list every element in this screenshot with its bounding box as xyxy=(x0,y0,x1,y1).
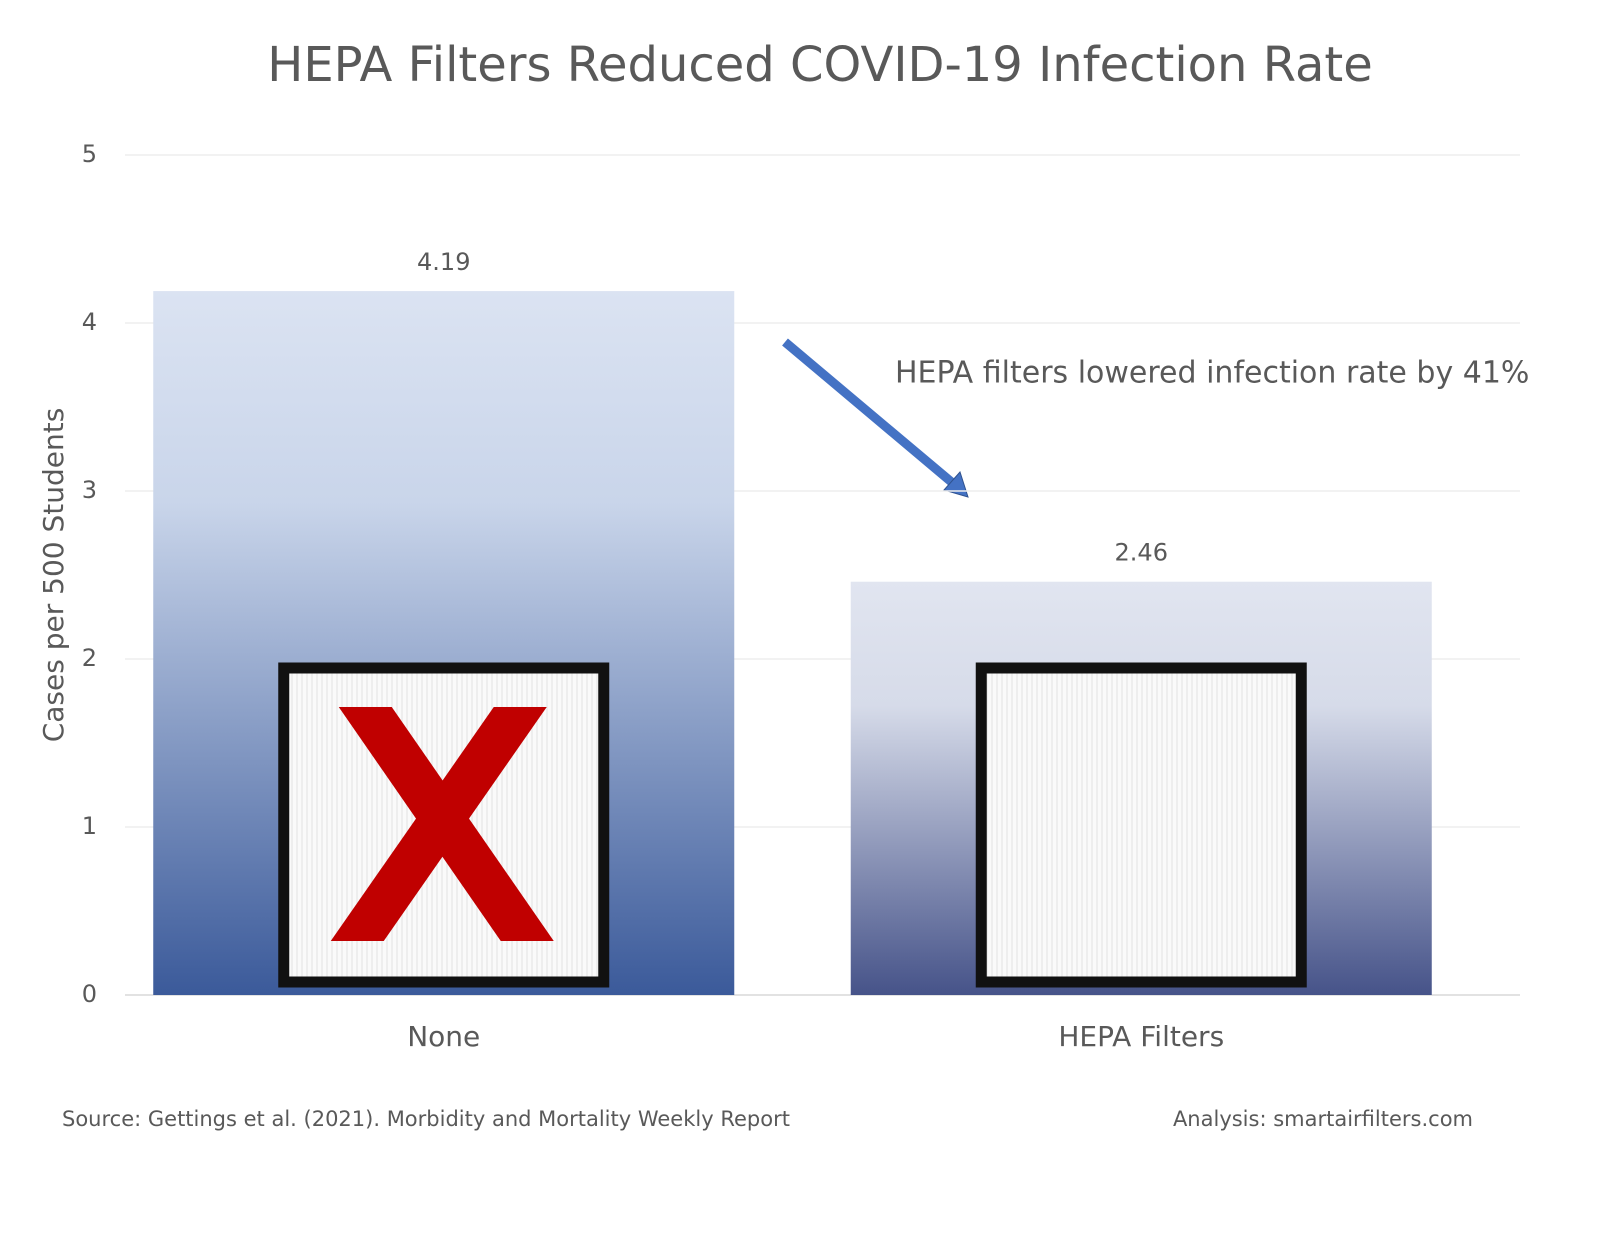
chart-title: HEPA Filters Reduced COVID-19 Infection … xyxy=(267,37,1373,93)
y-tick-label: 4 xyxy=(82,308,97,336)
annotation: HEPA filters lowered infection rate by 4… xyxy=(895,356,1529,391)
filter-illustration xyxy=(975,662,1307,988)
y-tick-label: 1 xyxy=(82,812,97,840)
credit: Analysis: smartairfilters.com xyxy=(1173,1107,1473,1131)
y-axis-label: Cases per 500 Students xyxy=(37,408,70,743)
y-tick-label: 3 xyxy=(82,476,97,504)
x-tick-label: HEPA Filters xyxy=(1058,1020,1224,1053)
y-tick-label: 0 xyxy=(82,980,97,1008)
source: Source: Gettings et al. (2021). Morbidit… xyxy=(62,1107,790,1131)
filter-frame xyxy=(975,662,1307,988)
filter-illustration xyxy=(278,662,610,988)
x-mark xyxy=(330,707,547,941)
y-tick-label: 5 xyxy=(82,140,97,168)
y-tick-label: 2 xyxy=(82,644,97,672)
value-label: 4.19 xyxy=(417,248,470,276)
value-label: 2.46 xyxy=(1115,539,1168,567)
x-tick-label: None xyxy=(407,1020,480,1053)
